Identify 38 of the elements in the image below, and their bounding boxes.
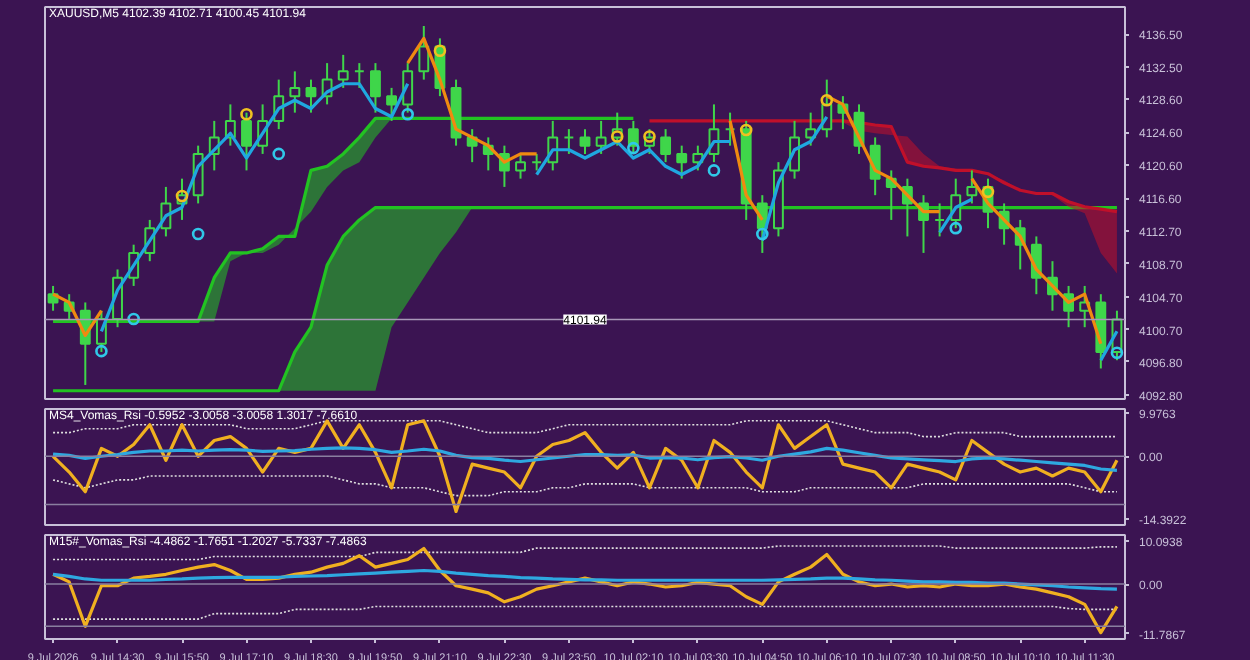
point [175,189,189,203]
candlestick [305,78,317,114]
line-series [52,420,1118,438]
point [401,107,414,121]
candlestick [386,86,397,122]
line-series [52,605,1118,620]
candlestick [579,128,591,155]
line-series [51,446,1119,472]
candlestick [660,128,672,164]
line-series [51,419,1119,514]
point [127,312,140,326]
candlestick [595,119,607,155]
point [433,44,447,58]
candlestick [966,169,978,205]
candlestick [370,62,381,114]
point [191,227,205,241]
line-series [51,568,1119,591]
line-series [52,545,1118,561]
candlestick [289,70,301,114]
point [949,221,963,235]
point [981,185,995,199]
candlestick [676,144,688,180]
point [272,147,286,161]
line-series [52,475,1118,497]
point [707,164,721,177]
candlestick [337,53,349,89]
point [820,93,834,107]
line-series [51,546,1119,635]
point [1110,346,1124,360]
point [95,344,108,358]
point [240,107,253,121]
candlestick [515,152,526,180]
candlestick [418,24,430,81]
point [643,130,656,143]
point [756,227,769,241]
candlestick [241,111,252,172]
point [627,141,640,155]
point [739,123,753,137]
